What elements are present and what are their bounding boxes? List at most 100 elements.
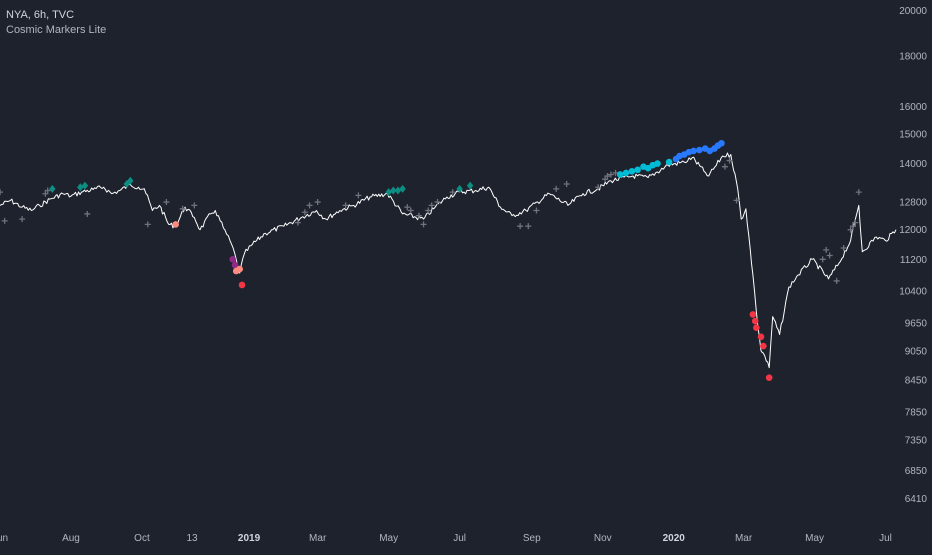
cyan-dot-marker [665, 158, 673, 166]
y-tick-label: 7850 [905, 407, 928, 418]
y-tick-label: 11200 [900, 255, 928, 266]
plus-marker [42, 190, 49, 197]
plus-marker [602, 176, 609, 183]
x-tick-label: Jul [453, 533, 466, 544]
diamond-marker [385, 188, 392, 197]
x-tick-label: Jul [879, 533, 892, 544]
diamond-marker [81, 181, 89, 190]
diamond-marker [77, 183, 84, 192]
plus-marker [294, 219, 301, 226]
salmon-dot-marker [236, 265, 244, 273]
blue-dot-marker [696, 146, 703, 154]
x-tick-label: Mar [309, 533, 327, 544]
diamond-marker [399, 184, 406, 193]
plus-marker [833, 277, 840, 284]
cyan-dot-marker [628, 168, 636, 175]
x-tick-label: Jun [0, 533, 8, 544]
plus-marker [726, 157, 733, 164]
plus-marker [840, 244, 847, 251]
x-tick-label: Oct [134, 533, 150, 544]
red-dot-marker [757, 333, 765, 341]
cyan-dot-marker [622, 169, 630, 177]
plus-marker [733, 197, 740, 204]
indicator-title[interactable]: Cosmic Markers Lite [6, 24, 107, 36]
plus-marker [407, 207, 414, 214]
plus-marker [517, 223, 524, 230]
y-tick-label: 15000 [899, 130, 927, 141]
plus-marker [819, 256, 826, 263]
x-tick-label: 13 [186, 533, 198, 544]
plus-marker [44, 187, 51, 194]
plus-marker [163, 199, 170, 206]
cyan-dot-marker [654, 160, 661, 167]
plus-marker [342, 202, 349, 209]
plus-marker [847, 226, 854, 233]
plus-marker [434, 199, 441, 206]
cyan-dot-marker [634, 166, 641, 174]
x-tick-label: Mar [735, 533, 753, 544]
diamond-marker [49, 184, 56, 193]
x-tick-label: Sep [523, 533, 541, 544]
blue-dot-marker [718, 139, 725, 147]
price-line-series-0 [0, 152, 897, 369]
plus-marker [306, 202, 313, 209]
red-dot-marker [238, 281, 246, 289]
y-tick-label: 12000 [899, 225, 927, 236]
plus-marker [826, 252, 833, 259]
red-dot-marker [753, 324, 760, 332]
plus-marker [533, 207, 540, 214]
plus-marker [604, 173, 611, 180]
price-axis[interactable]: 20000 18000 16000 15000 14000 12800 12000 11200… [899, 6, 927, 505]
y-tick-label: 9650 [905, 319, 928, 330]
y-tick-label: 12800 [899, 198, 927, 209]
plus-marker [425, 207, 432, 214]
plus-marker [191, 202, 198, 209]
plus-marker [849, 223, 856, 230]
plus-marker [721, 163, 728, 170]
plus-marker [563, 180, 570, 187]
x-tick-label: 2019 [238, 533, 261, 544]
plus-marker [449, 189, 456, 196]
time-axis[interactable]: Jun Aug Oct 13 2019 Mar May Jul Sep Nov 2020 Mar May… [0, 533, 892, 544]
y-tick-label: 20000 [899, 6, 927, 17]
plus-marker [607, 171, 614, 178]
y-tick-label: 8450 [905, 376, 928, 387]
plus-marker [525, 223, 532, 230]
diamond-marker [127, 176, 134, 185]
plus-marker [0, 189, 3, 196]
plus-marker [852, 219, 859, 226]
plus-marker [855, 189, 862, 196]
y-tick-label: 16000 [899, 102, 927, 113]
red-dot-marker [760, 342, 767, 350]
plus-marker [823, 246, 830, 253]
x-tick-label: Nov [594, 533, 612, 544]
red-dot-marker [751, 317, 759, 325]
diamond-marker [390, 186, 397, 195]
plus-marker [404, 204, 411, 211]
symbol-title[interactable]: NYA, 6h, TVC [6, 9, 75, 21]
cyan-dot-marker [644, 164, 652, 172]
y-tick-label: 7350 [905, 436, 928, 447]
y-tick-label: 6410 [905, 494, 928, 505]
diamond-marker [394, 186, 402, 195]
plus-marker [415, 212, 422, 219]
plus-marker [355, 192, 362, 199]
red-dot-marker [749, 311, 757, 318]
plus-marker [144, 221, 151, 228]
plus-marker [179, 205, 186, 212]
plus-marker [595, 184, 602, 191]
blue-dot-marker [690, 147, 697, 155]
x-tick-label: May [379, 533, 398, 544]
y-tick-label: 18000 [899, 51, 927, 62]
plus-marker [314, 199, 321, 206]
salmon-dot-marker [172, 221, 180, 228]
x-tick-label: Aug [62, 533, 80, 544]
y-tick-label: 14000 [899, 159, 927, 170]
y-tick-label: 9050 [905, 346, 928, 357]
purple-dot-marker [229, 256, 237, 263]
plus-marker [84, 210, 91, 217]
plus-marker [420, 221, 427, 228]
plus-marker [1, 217, 8, 224]
